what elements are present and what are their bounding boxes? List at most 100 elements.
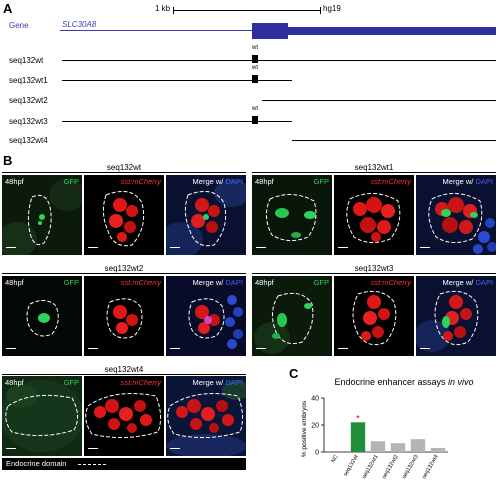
stage-label: 48hpf <box>5 378 24 387</box>
construct-line-seq132wt <box>62 60 496 61</box>
merge-label: Merge w/ <box>192 378 224 387</box>
construct-line-seq132wt1 <box>62 80 292 81</box>
merge-image: Merge w/ DAPI <box>166 276 246 356</box>
merge-label: Merge w/ <box>442 278 474 287</box>
gene-name: SLC30A8 <box>62 20 97 29</box>
bar-seq132wt3 <box>410 439 426 452</box>
panel-title-seq132wt1: seq132wt1 <box>354 163 394 172</box>
mcherry-channel-label: sst:mCherry <box>120 278 161 287</box>
wt-site-label: wt <box>252 65 258 71</box>
x-tick-label: seq132wt1 <box>361 454 380 480</box>
stage-label: 48hpf <box>5 278 24 287</box>
x-tick-label: seq132wt2 <box>381 454 400 480</box>
panel-b-letter: B <box>3 153 13 168</box>
y-axis-label: % positive embryos <box>301 400 308 457</box>
panel-title-seq132wt2: seq132wt2 <box>104 264 144 273</box>
legend-label: Endocrine domain <box>6 459 67 468</box>
scale-bar-tick-left <box>173 7 174 14</box>
gfp-image: 48hpf GFP <box>2 376 82 456</box>
scale-bar <box>88 348 98 349</box>
wt-site-label: wt <box>252 106 258 112</box>
mcherry-image: sst:mCherry <box>84 376 164 456</box>
scale-bar <box>170 448 180 449</box>
x-tick-label: seq132wt <box>343 454 360 478</box>
endocrine-domain-legend: Endocrine domain <box>2 458 246 470</box>
chart-title: Endocrine enhancer assays in vivo <box>310 377 498 387</box>
panel-c-letter: C <box>289 366 299 381</box>
gfp-channel-label: GFP <box>313 278 329 287</box>
scale-bar-tick-right <box>320 7 321 14</box>
chart-title-italic: in vivo <box>448 377 474 387</box>
mcherry-image: sst:mCherry <box>334 175 414 255</box>
gfp-image: 48hpf GFP <box>2 175 82 255</box>
gene-track-label: Gene <box>9 21 29 30</box>
wt-site-marker <box>252 55 258 63</box>
mcherry-channel-label: sst:mCherry <box>120 177 161 186</box>
gene-exon-block <box>252 23 288 39</box>
panel-title-rule <box>252 172 496 173</box>
merge-image: Merge w/ DAPI <box>166 376 246 456</box>
chart-title-text: Endocrine enhancer assays <box>334 377 446 387</box>
dapi-label: DAPI <box>475 177 493 186</box>
scale-bar <box>256 247 266 248</box>
y-tick-label: 20 <box>311 423 319 430</box>
scale-bar <box>6 348 16 349</box>
merge-image: Merge w/ DAPI <box>416 276 496 356</box>
y-tick-label: 40 <box>311 396 319 403</box>
scale-bar <box>170 247 180 248</box>
dapi-label: DAPI <box>475 278 493 287</box>
scale-bar <box>338 247 348 248</box>
panel-title-rule <box>2 172 246 173</box>
construct-label-seq132wt4: seq132wt4 <box>9 136 48 145</box>
x-tick-label: seq132wt4 <box>421 454 440 480</box>
bar-seq132wt <box>350 422 366 452</box>
scale-bar-label: 1 kb <box>155 4 171 13</box>
merge-label: Merge w/ <box>442 177 474 186</box>
scale-bar <box>6 247 16 248</box>
scale-bar <box>420 247 430 248</box>
gfp-channel-label: GFP <box>63 177 79 186</box>
mcherry-channel-label: sst:mCherry <box>370 278 411 287</box>
bar-seq132wt1 <box>370 441 386 452</box>
scale-bar <box>6 448 16 449</box>
mcherry-channel-label: sst:mCherry <box>370 177 411 186</box>
legend-dash-swatch <box>78 464 106 465</box>
gfp-channel-label: GFP <box>63 278 79 287</box>
construct-label-seq132wt: seq132wt <box>9 56 44 65</box>
scale-bar <box>256 348 266 349</box>
gfp-image: 48hpf GFP <box>2 276 82 356</box>
stage-label: 48hpf <box>255 278 274 287</box>
merge-image: Merge w/ DAPI <box>416 175 496 255</box>
scale-bar <box>88 448 98 449</box>
wt-site-marker <box>252 116 258 124</box>
gene-utr-block <box>288 27 496 35</box>
mcherry-image: sst:mCherry <box>84 175 164 255</box>
panel-title-rule <box>252 273 496 274</box>
stage-label: 48hpf <box>5 177 24 186</box>
significance-asterisk: * <box>356 413 360 423</box>
panel-title-rule <box>2 273 246 274</box>
panel-title-seq132wt4: seq132wt4 <box>104 365 144 374</box>
panel-a-letter: A <box>3 1 13 16</box>
stage-label: 48hpf <box>255 177 274 186</box>
dapi-label: DAPI <box>225 278 243 287</box>
wt-site-marker <box>252 75 258 83</box>
construct-label-seq132wt2: seq132wt2 <box>9 96 48 105</box>
gfp-image: 48hpf GFP <box>252 276 332 356</box>
merge-image: Merge w/ DAPI <box>166 175 246 255</box>
construct-label-seq132wt1: seq132wt1 <box>9 76 48 85</box>
construct-line-seq132wt2 <box>262 100 496 101</box>
panel-title-seq132wt: seq132wt <box>106 163 142 172</box>
bar-seq132wt4 <box>430 447 446 452</box>
panel-title-rule <box>2 374 246 375</box>
bar-seq132wt2 <box>390 443 406 452</box>
panel-title-seq132wt3: seq132wt3 <box>354 264 394 273</box>
dapi-label: DAPI <box>225 378 243 387</box>
merge-label: Merge w/ <box>192 278 224 287</box>
wt-site-label: wt <box>252 45 258 51</box>
mcherry-channel-label: sst:mCherry <box>120 378 161 387</box>
merge-label: Merge w/ <box>192 177 224 186</box>
gfp-channel-label: GFP <box>313 177 329 186</box>
scale-bar <box>170 348 180 349</box>
